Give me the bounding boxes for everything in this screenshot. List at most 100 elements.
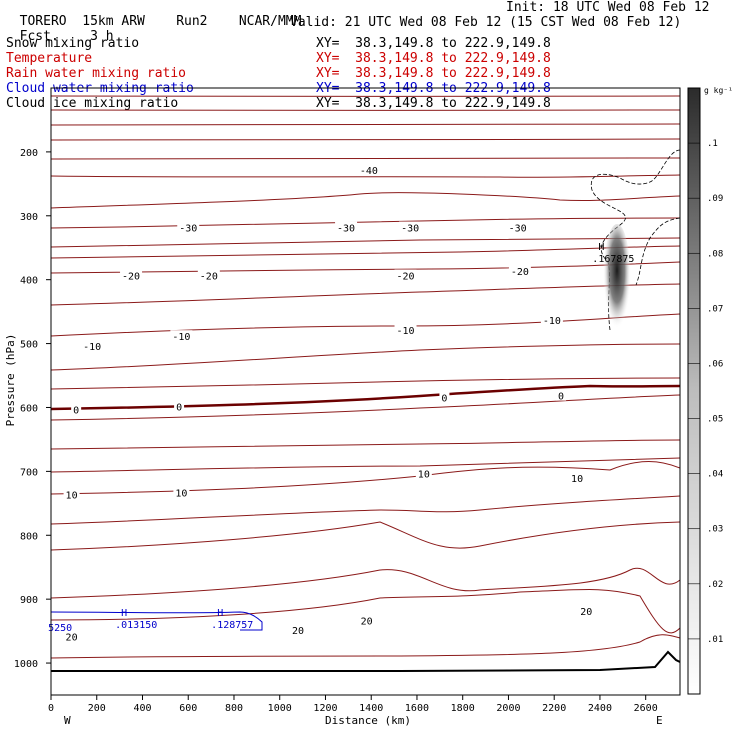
isotherm-line <box>51 261 680 274</box>
field-cross-section-coords: XY= 38.3,149.8 to 222.9,149.8 <box>316 96 551 111</box>
contour-label: -20 <box>200 271 218 282</box>
contour-label-bg <box>197 269 220 281</box>
x-tick-label: 200 <box>88 703 106 714</box>
contour-label-bg <box>578 604 595 616</box>
cloud-water-contour <box>51 611 263 631</box>
y-tick-label: 400 <box>20 276 38 287</box>
field-cross-section-coords: XY= 38.3,149.8 to 222.9,149.8 <box>316 51 551 66</box>
contour-label: 0 <box>73 406 79 417</box>
colorbar-tick-label: .02 <box>707 580 723 590</box>
cloud-water-max-value: .013150 <box>115 620 157 631</box>
cloud-water-max-value: 5250 <box>48 623 72 634</box>
y-axis: 200 300 400 500 600 700 800 900 1000 <box>14 148 51 670</box>
field-name: Temperature <box>6 51 93 66</box>
x-axis-label: Distance (km) <box>325 714 411 727</box>
isotherm-line <box>51 634 680 659</box>
contour-label: 10 <box>175 489 187 500</box>
model-title: TORERO 15km ARW <box>19 14 145 29</box>
valid-time: Valid: 21 UTC Wed 08 Feb 12 (15 CST Wed … <box>290 15 682 30</box>
x-tick-label: 2000 <box>496 703 520 714</box>
contour-label: -30 <box>337 224 355 235</box>
y-tick-label: 900 <box>20 595 38 606</box>
contour-label: 0 <box>558 392 564 403</box>
contour-label: -30 <box>179 224 197 235</box>
x-tick-label: 1600 <box>405 703 429 714</box>
contour-label: -30 <box>509 224 527 235</box>
contour-label: 20 <box>66 632 78 643</box>
isotherm-line <box>51 217 680 229</box>
x-tick-label: 1000 <box>268 703 292 714</box>
x-tick-label: 2600 <box>634 703 658 714</box>
x-tick-label: 600 <box>179 703 197 714</box>
contour-label-bg <box>508 265 531 277</box>
contour-label-bg <box>540 314 563 326</box>
x-tick-label: 800 <box>225 703 243 714</box>
y-tick-label: 800 <box>20 531 38 542</box>
contour-label: -20 <box>396 271 414 282</box>
contour-label: -10 <box>172 332 190 343</box>
contour-label: 20 <box>580 607 592 618</box>
contour-label: -10 <box>543 316 561 327</box>
terrain-line <box>51 650 681 672</box>
contour-label-bg <box>170 330 193 342</box>
contour-label: 10 <box>418 470 430 481</box>
colorbar-tick-label: .03 <box>707 525 723 535</box>
cloud-ice-contour <box>635 217 680 286</box>
isotherm-line <box>51 313 680 337</box>
contour-label-bg <box>177 221 200 233</box>
contour-label: -20 <box>511 267 529 278</box>
contour-label-bg <box>120 269 143 281</box>
temperature-contour-lines <box>51 95 680 659</box>
colorbar-tick-label: .07 <box>707 304 723 314</box>
isotherm-line <box>51 439 680 450</box>
isotherm-line <box>51 123 680 126</box>
field-cross-section-coords: XY= 38.3,149.8 to 222.9,149.8 <box>316 66 551 81</box>
snow-max-marker: H <box>598 242 604 253</box>
colorbar-tick-label: .09 <box>707 194 723 204</box>
cloud-water-max-value: .128757 <box>211 620 253 631</box>
y-axis-label: Pressure (hPa) <box>4 334 17 427</box>
y-tick-label: 200 <box>20 148 38 159</box>
field-cross-section-coords: XY= 38.3,149.8 to 222.9,149.8 <box>316 36 551 51</box>
contour-label: 20 <box>292 626 304 637</box>
isotherm-line <box>51 457 680 473</box>
contour-label: -30 <box>401 224 419 235</box>
contour-label-bg <box>63 630 80 642</box>
isotherm-line <box>51 245 680 259</box>
x-tick-label: 0 <box>48 703 54 714</box>
isotherm-line <box>51 138 680 141</box>
freezing-level-line <box>51 384 680 411</box>
contour-label: -10 <box>83 342 101 353</box>
x-tick-label: 2400 <box>588 703 612 714</box>
contour-label-bg <box>173 486 190 498</box>
colorbar-tick-label: .01 <box>707 635 723 645</box>
snow-mixing-ratio-shading <box>603 224 631 340</box>
cloud-water-max-marker: H <box>121 608 127 619</box>
contour-label: 20 <box>361 617 373 628</box>
field-name: Rain water mixing ratio <box>6 66 187 81</box>
contour-label-bg <box>569 472 586 484</box>
colorbar-tick-label: .06 <box>707 359 723 369</box>
x-tick-label: 1400 <box>359 703 383 714</box>
isotherm-line <box>51 495 680 525</box>
colorbar-unit: g kg⁻¹ <box>704 86 733 95</box>
isotherm-line <box>51 394 680 421</box>
contour-label-bg <box>290 624 307 636</box>
colorbar: g kg⁻¹ .01 .02 .03 .04 .05 .06 .07 .08 .09 .1 <box>687 86 733 695</box>
x-tick-label: 2200 <box>542 703 566 714</box>
field-name: Snow mixing ratio <box>6 36 140 51</box>
colorbar-tick-label: .05 <box>707 415 723 425</box>
init-time: Init: 18 UTC Wed 08 Feb 12 <box>506 0 710 15</box>
x-axis: 0 200 400 600 800 1000 1200 1400 1600 1800 2000 220… <box>48 695 658 714</box>
contour-label-bg <box>439 391 450 403</box>
y-tick-label: 700 <box>20 467 38 478</box>
contour-label-bg <box>556 389 567 401</box>
isotherm-line <box>51 237 680 248</box>
contour-label: -20 <box>122 271 140 282</box>
plot-frame <box>50 87 681 696</box>
contour-label-bg <box>506 221 529 233</box>
isotherm-line <box>51 343 680 371</box>
contour-label-bg <box>81 339 104 351</box>
forecast-label: Fcst. <box>19 29 59 44</box>
